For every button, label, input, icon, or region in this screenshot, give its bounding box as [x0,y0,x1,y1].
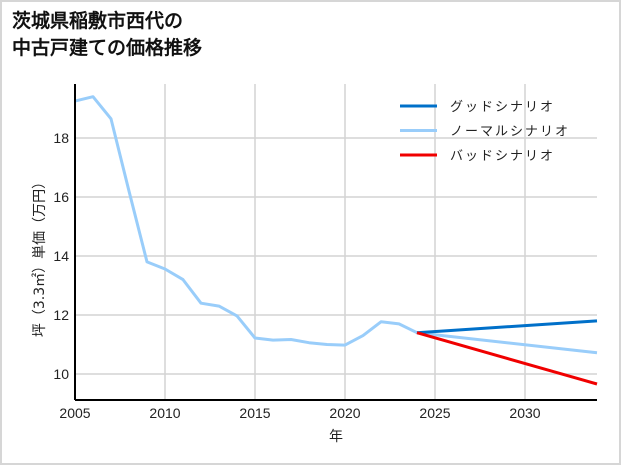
chart-title-line-1: 茨城県稲敷市西代の [12,10,184,32]
y-tick-label: 12 [53,307,69,323]
x-tick-label: 2020 [329,405,360,421]
series-line [74,95,598,355]
series-line [416,331,598,386]
series-lines [74,95,598,386]
legend-label: バッドシナリオ [450,149,555,164]
x-tick-label: 2005 [59,405,90,421]
axes [74,84,597,401]
chart-title-line-2: 中古戸建ての価格推移 [12,37,203,59]
x-axis-label: 年 [329,429,343,445]
x-tick-label: 2010 [149,405,180,421]
tick-labels: 2005 2010 2015 2020 2025 2030 10 12 14 16 18 [53,130,540,421]
x-tick-label: 2015 [239,405,270,421]
x-tick-label: 2025 [419,405,450,421]
y-tick-label: 14 [53,248,69,264]
legend-label: グッドシナリオ [450,100,555,115]
grid-lines [75,84,597,400]
y-tick-label: 18 [53,130,69,146]
y-tick-label: 10 [53,366,69,382]
chart-title: 茨城県稲敷市西代の 中古戸建ての価格推移 [12,8,202,62]
legend-label: ノーマルシナリオ [450,125,570,140]
series-line [416,319,598,335]
x-tick-label: 2030 [509,405,540,421]
y-axis-label: 坪（3.3㎡）単価（万円） [32,175,48,337]
y-tick-label: 16 [53,189,69,205]
